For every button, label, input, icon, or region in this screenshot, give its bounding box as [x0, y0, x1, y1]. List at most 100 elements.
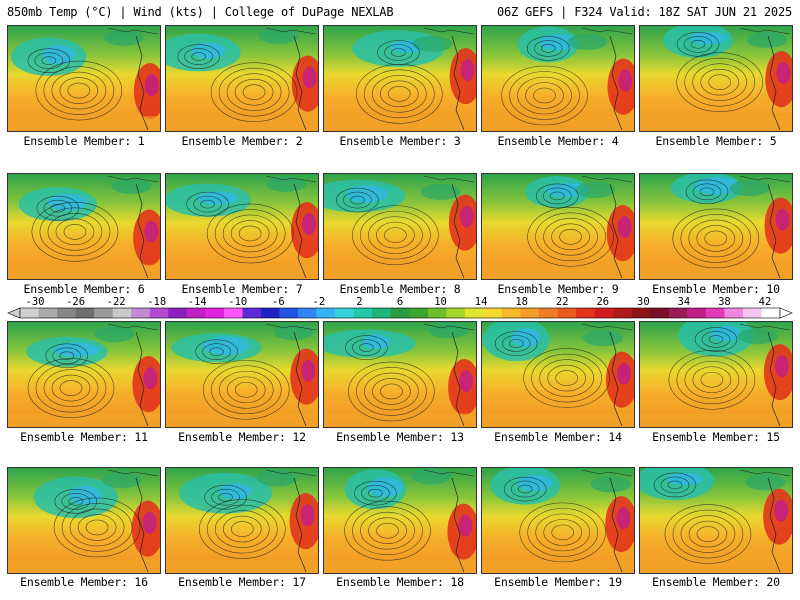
warm-band [166, 264, 318, 279]
height-contour [218, 370, 274, 409]
height-contour [543, 519, 583, 546]
height-contour [380, 383, 403, 400]
cold-core [710, 325, 742, 341]
height-contour [559, 228, 582, 245]
map-image [640, 174, 792, 279]
colorbar-swatch [298, 308, 317, 318]
height-contour [377, 40, 420, 65]
height-contour [708, 74, 732, 90]
colorbar-swatch [576, 308, 595, 318]
height-contour [509, 71, 580, 120]
ensemble-map-panel [165, 467, 319, 574]
cold-core [191, 42, 226, 59]
height-contour [696, 225, 736, 252]
coastline [265, 469, 317, 477]
height-contour [363, 69, 435, 119]
height-contour [527, 206, 614, 267]
ensemble-map-panel [165, 321, 319, 428]
map-image [324, 468, 476, 573]
height-contour [690, 40, 706, 49]
height-contour [350, 195, 365, 205]
height-contour [36, 195, 80, 221]
height-contour [210, 62, 298, 122]
warm-band [324, 413, 476, 427]
height-contour [343, 191, 372, 209]
height-contour [376, 522, 399, 539]
warm-band [324, 559, 476, 573]
height-contour [230, 220, 270, 247]
height-contour [555, 370, 578, 386]
colorbar-swatch [501, 308, 521, 318]
height-contour [202, 343, 231, 360]
height-contour [43, 199, 73, 217]
height-contour [653, 472, 697, 498]
coastline [451, 331, 465, 427]
ensemble-map-panel [323, 467, 477, 574]
cold-core [666, 472, 704, 486]
coastline [107, 27, 159, 35]
coastline [423, 469, 475, 477]
height-contour [54, 489, 98, 514]
height-contour [676, 32, 720, 57]
colorbar-swatch [335, 308, 354, 318]
colorbar-tick-label: 6 [396, 296, 404, 308]
height-contour [35, 60, 123, 121]
height-contour [202, 359, 290, 420]
height-contour [209, 347, 224, 356]
height-contour [222, 515, 262, 543]
cool-region [567, 33, 608, 50]
height-contour [344, 500, 431, 561]
height-contour [368, 517, 407, 545]
cold-core [511, 328, 541, 347]
warm-band [166, 116, 318, 131]
ensemble-map-panel [7, 173, 161, 280]
cool-region [111, 177, 152, 194]
height-contour [43, 369, 99, 407]
coastline [451, 35, 465, 131]
coastline [423, 27, 475, 35]
hot-core [774, 499, 789, 522]
height-contour [43, 66, 115, 115]
coastline [581, 27, 633, 35]
height-contour [700, 371, 724, 388]
coastline [581, 323, 633, 331]
height-contour [77, 514, 117, 541]
height-contour [214, 510, 270, 548]
hot-core [143, 367, 158, 390]
height-contour [503, 476, 547, 502]
height-contour [551, 524, 575, 541]
height-contour [676, 355, 748, 405]
colorbar-swatch [687, 308, 707, 318]
map-image [8, 468, 160, 573]
cool-region [582, 330, 623, 347]
height-contour [61, 493, 91, 510]
hot-core [458, 514, 473, 537]
coastline [265, 175, 317, 183]
colorbar-swatch [668, 308, 688, 318]
height-contour [660, 476, 690, 494]
height-contour [47, 213, 103, 251]
map-image [8, 322, 160, 427]
height-contour [356, 367, 427, 416]
run-valid-time: 06Z GEFS | F324 Valid: 18Z SAT JUN 21 20… [496, 5, 792, 19]
ensemble-member-label: Ensemble Member: 18 [336, 575, 464, 589]
height-contour [672, 208, 760, 269]
height-contour [27, 48, 71, 73]
coastline [107, 175, 159, 183]
height-contour [551, 223, 590, 251]
ensemble-member-label: Ensemble Member: 1 [23, 134, 145, 148]
height-contour [692, 183, 722, 201]
height-contour [45, 343, 89, 369]
colorbar-swatch [372, 308, 392, 318]
height-contour [27, 358, 115, 418]
map-image [166, 322, 318, 427]
coastline [135, 183, 149, 279]
height-contour [336, 187, 379, 213]
height-contour [206, 504, 278, 554]
coastline [581, 469, 633, 477]
colorbar-swatch [205, 308, 225, 318]
colorbar-arrow-right [779, 307, 793, 319]
height-contour [359, 343, 374, 352]
colorbar-swatch [613, 308, 633, 318]
cool-region [729, 180, 770, 197]
